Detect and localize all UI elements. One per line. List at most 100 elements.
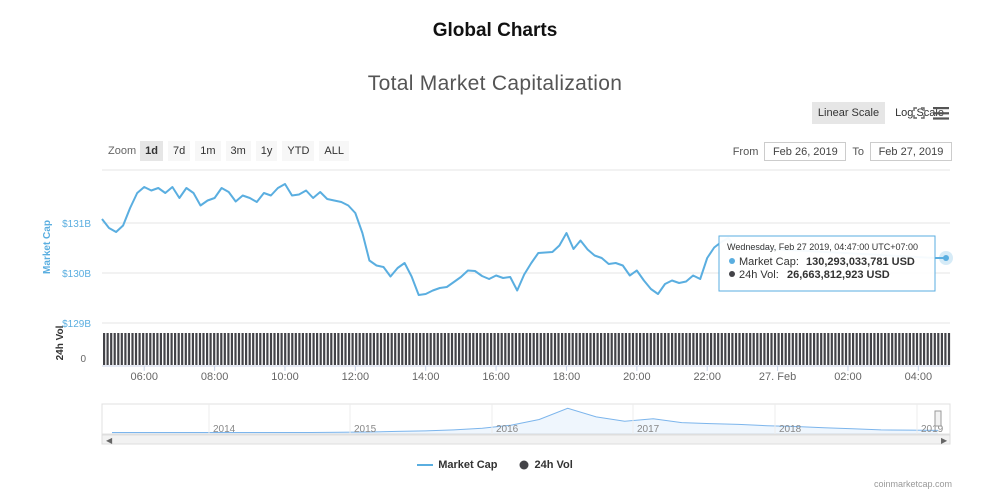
- volume-bar: [269, 333, 273, 365]
- volume-bar: [383, 333, 386, 365]
- volume-bar: [663, 333, 667, 365]
- to-label: To: [852, 145, 864, 158]
- volume-bar: [440, 333, 443, 365]
- volume-bar: [450, 333, 454, 365]
- volume-bar: [631, 333, 635, 365]
- volume-bar: [223, 333, 226, 365]
- fullscreen-icon[interactable]: [913, 106, 925, 124]
- volume-bar: [351, 333, 354, 365]
- volume-bar: [419, 333, 422, 365]
- volume-bar: [291, 333, 294, 365]
- volume-bar: [603, 333, 606, 365]
- from-label: From: [732, 145, 759, 158]
- volume-bar: [134, 333, 138, 365]
- volume-bar: [237, 333, 241, 365]
- volume-bar: [248, 333, 251, 365]
- volume-bar: [443, 333, 446, 365]
- zoom-bar: Zoom 1d 7d 1m 3m 1y YTD ALL: [108, 141, 354, 161]
- volume-bar: [103, 333, 106, 365]
- volume-bar: [678, 333, 681, 365]
- volume-bar: [337, 333, 340, 365]
- volume-bar: [674, 333, 677, 365]
- volume-bar: [294, 333, 297, 365]
- volume-bar: [120, 333, 123, 365]
- zoom-3m-button[interactable]: 3m: [225, 141, 251, 161]
- volume-bar: [763, 333, 766, 365]
- volume-bar: [653, 333, 656, 365]
- volume-bar: [490, 333, 493, 365]
- volume-bar: [628, 333, 631, 365]
- volume-bar: [564, 333, 567, 365]
- legend-market-cap[interactable]: Market Cap: [417, 459, 497, 471]
- volume-bar: [379, 333, 383, 365]
- zoom-all-button[interactable]: ALL: [319, 141, 349, 161]
- legend-line-icon: [417, 464, 434, 466]
- zoom-1m-button[interactable]: 1m: [195, 141, 221, 161]
- volume-bar: [436, 333, 439, 365]
- volume-bar: [475, 333, 478, 365]
- volume-bar: [830, 333, 833, 365]
- volume-bar: [500, 333, 503, 365]
- volume-bar: [170, 333, 173, 365]
- volume-bar: [788, 333, 791, 365]
- navigator[interactable]: 2014 2015 2016 2017 2018 2019 ◀ ▶: [101, 403, 951, 445]
- volume-axis-label: 24h Vol: [55, 325, 66, 360]
- volume-bar: [504, 333, 507, 365]
- volume-bar: [266, 333, 269, 365]
- volume-bar: [688, 333, 691, 365]
- volume-bar: [912, 333, 915, 365]
- x-tick-label: 06:00: [130, 371, 158, 383]
- legend: Market Cap 24h Vol: [0, 459, 990, 471]
- zoom-1y-button[interactable]: 1y: [255, 141, 278, 161]
- volume-bar: [844, 333, 848, 365]
- volume-bar: [511, 333, 514, 365]
- volume-bar: [454, 333, 457, 365]
- volume-bar: [365, 333, 368, 365]
- volume-bar: [277, 333, 280, 365]
- volume-bar: [429, 333, 432, 365]
- volume-bar: [493, 333, 496, 365]
- volume-bar: [887, 333, 890, 365]
- volume-bar: [376, 333, 379, 365]
- volume-bar: [529, 333, 532, 365]
- log-scale-button[interactable]: Log Scale: [889, 102, 950, 124]
- volume-bar: [944, 333, 947, 365]
- volume-bar: [855, 333, 858, 365]
- y-tick-label: $129B: [62, 319, 91, 330]
- volume-bar: [259, 333, 262, 365]
- zoom-ytd-button[interactable]: YTD: [282, 141, 315, 161]
- volume-bar: [621, 333, 624, 365]
- volume-bar: [930, 333, 933, 365]
- legend-volume[interactable]: 24h Vol: [519, 459, 573, 471]
- volume-bar: [773, 333, 777, 365]
- volume-bar: [174, 333, 177, 365]
- y-axis-label: Market Cap: [42, 220, 53, 274]
- market-cap-line: [101, 183, 737, 296]
- to-date-input[interactable]: [870, 142, 952, 161]
- volume-bar: [795, 333, 798, 365]
- volume-bar: [106, 333, 109, 365]
- volume-bar: [702, 333, 706, 365]
- from-date-input[interactable]: [764, 142, 847, 161]
- volume-bar: [330, 333, 333, 365]
- tooltip-market-cap-value: 130,293,033,781 USD: [806, 256, 915, 268]
- menu-icon[interactable]: [933, 107, 949, 125]
- volume-bar: [884, 333, 887, 365]
- volume-bar: [426, 333, 429, 365]
- volume-bar: [433, 333, 436, 365]
- volume-bar: [166, 333, 170, 365]
- volume-bar: [472, 333, 475, 365]
- volume-bar: [561, 333, 564, 365]
- volume-bar: [390, 333, 393, 365]
- volume-bar: [802, 333, 805, 365]
- volume-bar: [898, 333, 901, 365]
- zoom-1d-button[interactable]: 1d: [140, 141, 163, 161]
- zoom-7d-button[interactable]: 7d: [167, 141, 191, 161]
- volume-bar: [568, 333, 571, 365]
- volume-bar: [876, 333, 880, 365]
- linear-scale-button[interactable]: Linear Scale: [811, 102, 886, 124]
- volume-bar: [202, 333, 205, 365]
- volume-bar: [859, 333, 862, 365]
- volume-bar: [127, 333, 130, 365]
- tooltip-volume-value: 26,663,812,923 USD: [787, 269, 890, 281]
